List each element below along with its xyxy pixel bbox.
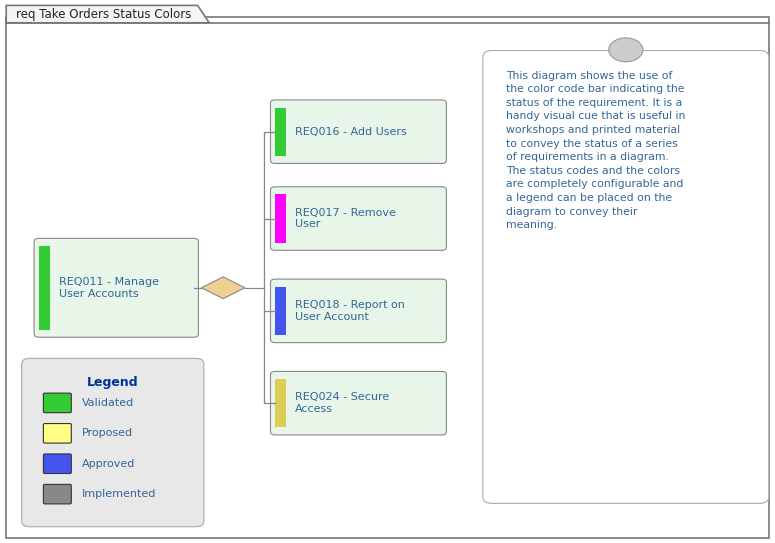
FancyBboxPatch shape [270,279,446,343]
Text: Legend: Legend [87,376,139,389]
FancyBboxPatch shape [43,393,71,413]
FancyBboxPatch shape [270,187,446,250]
Text: Proposed: Proposed [82,428,133,438]
Text: REQ018 - Report on
User Account: REQ018 - Report on User Account [295,300,405,321]
Text: Implemented: Implemented [82,489,157,499]
Text: REQ016 - Add Users: REQ016 - Add Users [295,127,407,137]
Text: This diagram shows the use of
the color code bar indicating the
status of the re: This diagram shows the use of the color … [506,71,685,230]
FancyBboxPatch shape [270,371,446,435]
FancyBboxPatch shape [270,100,446,163]
Polygon shape [275,379,286,427]
FancyBboxPatch shape [483,50,769,503]
Polygon shape [6,5,209,23]
Polygon shape [275,194,286,243]
Text: REQ011 - Manage
User Accounts: REQ011 - Manage User Accounts [59,277,159,299]
FancyBboxPatch shape [22,358,204,527]
Text: REQ024 - Secure
Access: REQ024 - Secure Access [295,393,390,414]
FancyBboxPatch shape [34,238,198,337]
Text: Approved: Approved [82,459,136,469]
Text: REQ017 - Remove
User: REQ017 - Remove User [295,208,396,229]
Polygon shape [275,287,286,335]
Text: Validated: Validated [82,398,134,408]
FancyBboxPatch shape [43,424,71,443]
FancyBboxPatch shape [43,484,71,504]
Text: req Take Orders Status Colors: req Take Orders Status Colors [16,8,191,21]
Polygon shape [202,277,245,299]
Circle shape [609,38,642,62]
FancyBboxPatch shape [43,454,71,473]
Polygon shape [39,246,50,330]
FancyBboxPatch shape [6,17,769,538]
Polygon shape [275,108,286,156]
